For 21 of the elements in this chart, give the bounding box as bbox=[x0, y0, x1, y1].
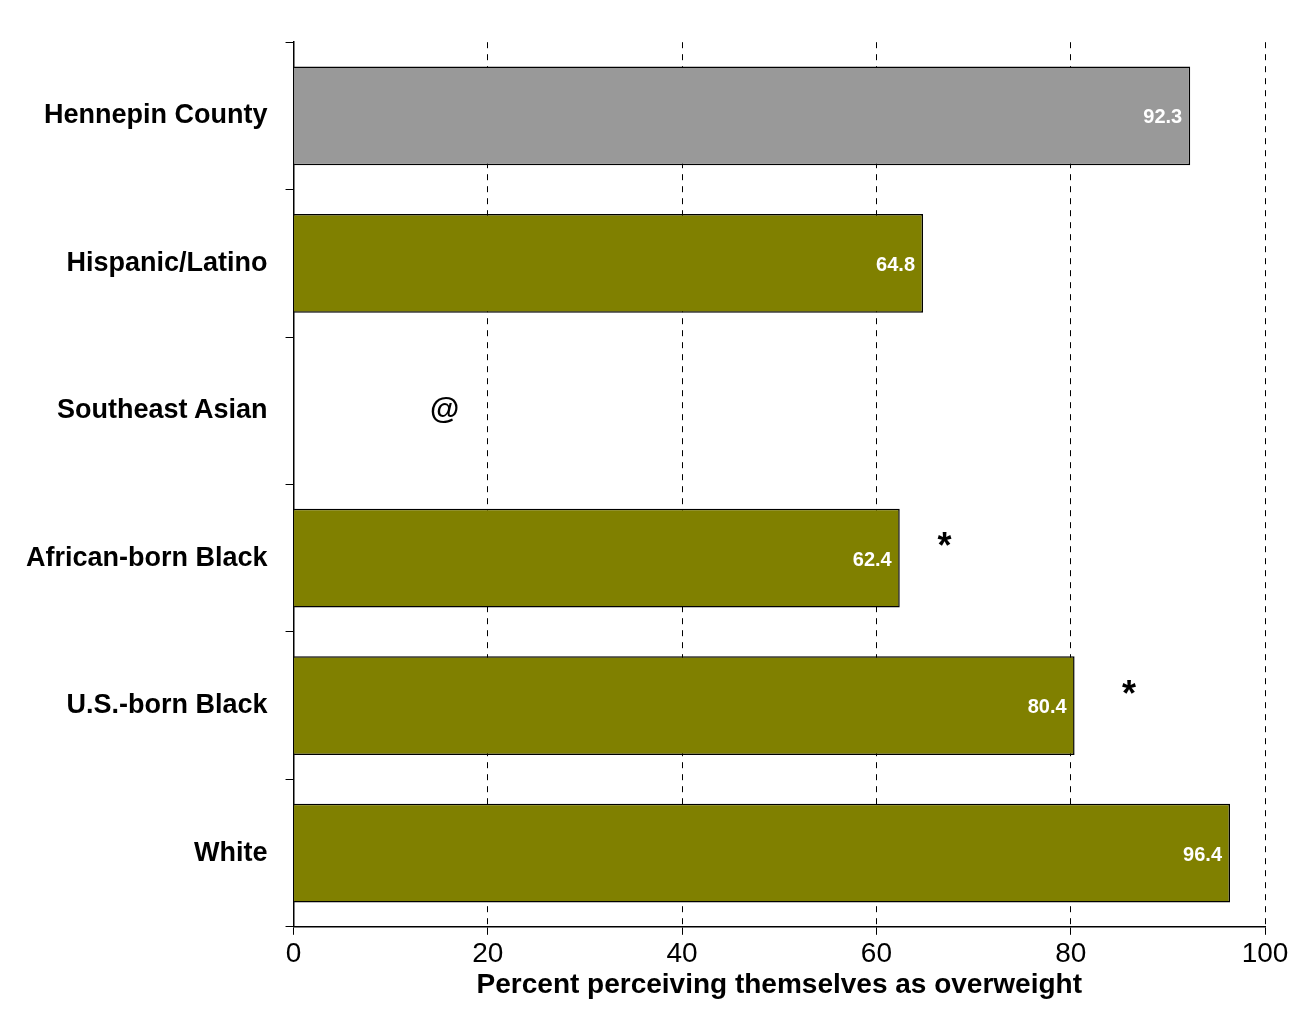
x-tick-label: 100 bbox=[1241, 937, 1289, 969]
x-axis-title: Percent perceiving themselves as overweight bbox=[476, 967, 1082, 999]
data-label: 92.3 bbox=[1143, 105, 1183, 128]
data-label: 62.4 bbox=[852, 547, 893, 570]
y-tick-label: Hispanic/Latino bbox=[66, 246, 268, 277]
annotation: * bbox=[1121, 672, 1136, 714]
y-tick-label: African-born Black bbox=[25, 541, 269, 572]
x-tick-label: 60 bbox=[860, 937, 892, 969]
data-label: 64.8 bbox=[876, 252, 916, 275]
data-label: 80.4 bbox=[1027, 695, 1068, 718]
y-tick-label: White bbox=[194, 836, 268, 867]
annotation: * bbox=[937, 525, 952, 567]
annotation: @ bbox=[429, 392, 459, 426]
y-tick-label: Hennepin County bbox=[44, 99, 268, 130]
x-tick-label: 20 bbox=[472, 937, 504, 969]
x-tick-label: 80 bbox=[1055, 937, 1087, 969]
x-tick-label: 0 bbox=[285, 937, 302, 969]
data-label: 96.4 bbox=[1183, 842, 1223, 865]
y-tick-label: U.S.-born Black bbox=[66, 689, 269, 720]
x-tick-label: 40 bbox=[666, 937, 698, 969]
y-tick-label: Southeast Asian bbox=[57, 394, 268, 425]
